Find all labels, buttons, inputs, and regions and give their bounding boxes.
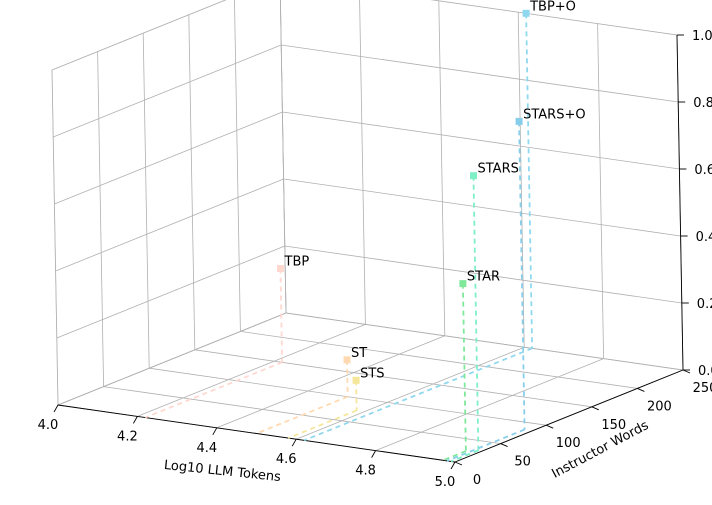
grid-line-floor-x [137, 324, 366, 417]
y-tick-mark [546, 424, 554, 429]
grid-line-left-y [51, 69, 59, 406]
drop-line-floor [450, 449, 479, 463]
data-point-marker [470, 172, 477, 180]
x-tick-mark [133, 416, 138, 424]
grid-line-back-x [597, 23, 604, 359]
z-tick-label: 1.0 [692, 29, 712, 44]
y-tick-mark [682, 369, 691, 374]
data-point-label: STARS+O [523, 107, 586, 122]
z-tick-label: 0.0 [698, 364, 712, 379]
data-point-label: ST [351, 346, 367, 361]
axes: 4.0 4.2 4.4 4.6 4.8 5.0 0 50 100 150 200 250 0.0 0.2 0… [38, 29, 712, 490]
data-point-marker [352, 376, 360, 384]
y-axis-line [454, 369, 684, 463]
drop-line-vertical [525, 13, 534, 349]
y-tick-mark [454, 461, 463, 466]
data-point-marker [459, 280, 467, 288]
y-tick-label: 0 [473, 473, 481, 488]
drop-line-vertical [472, 175, 480, 451]
data-point-label: STAR [467, 270, 500, 285]
data-point-label: STARS [478, 162, 519, 177]
grid-line-back-z [282, 111, 680, 170]
grid-line-floor-x [296, 346, 525, 440]
x-tick-label: 4.6 [276, 452, 297, 467]
drop-line-floor [145, 361, 283, 419]
back-wall-pane [279, 0, 684, 371]
grid-line-left-z [53, 44, 282, 138]
grid-line-left-z [56, 245, 285, 339]
grid-line-floor-y [194, 349, 592, 408]
data-point-marker [515, 117, 523, 125]
z-axis-line [676, 34, 684, 371]
grid-line-floor-y [240, 331, 638, 389]
y-tick-mark [591, 406, 599, 411]
grid-line-floor-x [216, 335, 445, 429]
data-points: TBP ST STS TBP+O STAR STARS STARS+O [277, 0, 586, 384]
drop-line-floor [442, 450, 467, 462]
data-point-marker [522, 9, 530, 17]
data-point-label: TBP+O [529, 0, 576, 14]
grid-line-left-y [188, 14, 196, 350]
data-point-label: STS [360, 366, 384, 381]
data-point-marker [343, 356, 351, 364]
grid-line-left-y [234, 0, 241, 332]
grid-line-left-z [54, 111, 283, 205]
grid-line-left-y [142, 33, 150, 369]
grid-line-left-z [57, 312, 287, 406]
y-tick-label: 200 [647, 399, 672, 414]
x-axis-label: Log10 LLM Tokens [163, 458, 282, 485]
drop-line-floor [303, 347, 533, 442]
x-axis-line [57, 404, 456, 463]
y-tick-mark [500, 443, 508, 448]
drop-line-vertical [279, 268, 284, 363]
y-tick-label: 100 [556, 436, 581, 451]
grid-line-back-z [430, 0, 678, 36]
grid-line-back-x [438, 0, 446, 336]
grid-line-left-z [51, 0, 227, 71]
x-tick-label: 4.0 [38, 418, 59, 433]
grid-line-back-x [359, 0, 366, 325]
z-tick-label: 0.2 [697, 297, 712, 312]
drop-line-vertical [355, 380, 358, 411]
grid-line-back-z [283, 178, 681, 237]
x-tick-label: 5.0 [435, 475, 456, 490]
drop-line-floor [256, 395, 349, 435]
grid-line-back-z [284, 245, 682, 304]
grid-line-left-y [279, 0, 287, 314]
x-tick-mark [212, 427, 218, 436]
grid-line-left-z [55, 178, 284, 272]
z-tick-label: 0.4 [696, 230, 712, 245]
y-tick-label: 50 [514, 455, 531, 470]
x-tick-mark [371, 450, 376, 458]
x-tick-mark [291, 438, 297, 447]
drop-line-vertical [346, 359, 349, 397]
grid-line-back-z [281, 44, 679, 103]
grid-lines [51, 0, 684, 463]
z-tick-label: 0.8 [693, 96, 712, 111]
x-tick-label: 4.2 [117, 429, 138, 444]
grid-line-floor-x [375, 358, 604, 451]
x-tick-label: 4.4 [196, 441, 217, 456]
floor-pane [56, 312, 685, 463]
grid-line-back-x [517, 12, 525, 348]
x-tick-label: 4.8 [355, 464, 376, 479]
y-tick-label: 150 [601, 418, 626, 433]
drop-lines [145, 13, 534, 463]
grid-line-left-y [97, 51, 104, 387]
y-tick-label: 250 [693, 381, 712, 396]
x-tick-mark [450, 461, 456, 470]
z-tick-label: 0.6 [694, 163, 712, 178]
data-point-marker [277, 265, 284, 272]
drop-line-floor [287, 409, 357, 439]
drop-line-floor [446, 428, 525, 462]
data-point-label: TBP [284, 255, 310, 270]
drop-line-vertical [518, 121, 526, 430]
left-wall-pane [51, 0, 287, 406]
y-tick-mark [637, 387, 645, 392]
grid-line-back-z [285, 312, 684, 371]
x-tick-mark [53, 404, 59, 413]
drop-line-vertical [461, 283, 467, 452]
